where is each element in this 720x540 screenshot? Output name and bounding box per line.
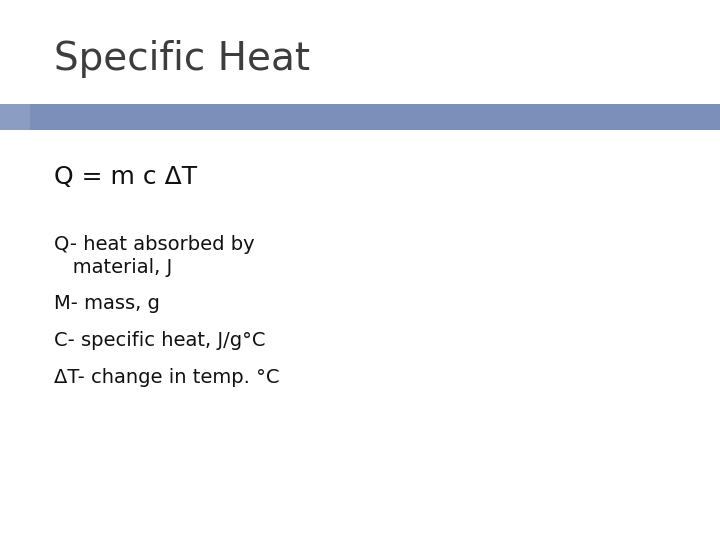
Text: Specific Heat: Specific Heat <box>54 40 310 78</box>
Text: material, J: material, J <box>54 258 172 276</box>
Text: Q- heat absorbed by: Q- heat absorbed by <box>54 235 255 254</box>
Text: ΔT- change in temp. °C: ΔT- change in temp. °C <box>54 368 279 387</box>
Text: C- specific heat, J/g°C: C- specific heat, J/g°C <box>54 331 266 350</box>
FancyBboxPatch shape <box>0 104 30 130</box>
FancyBboxPatch shape <box>30 104 720 130</box>
Text: M- mass, g: M- mass, g <box>54 294 160 313</box>
Text: Q = m c ΔT: Q = m c ΔT <box>54 165 197 189</box>
